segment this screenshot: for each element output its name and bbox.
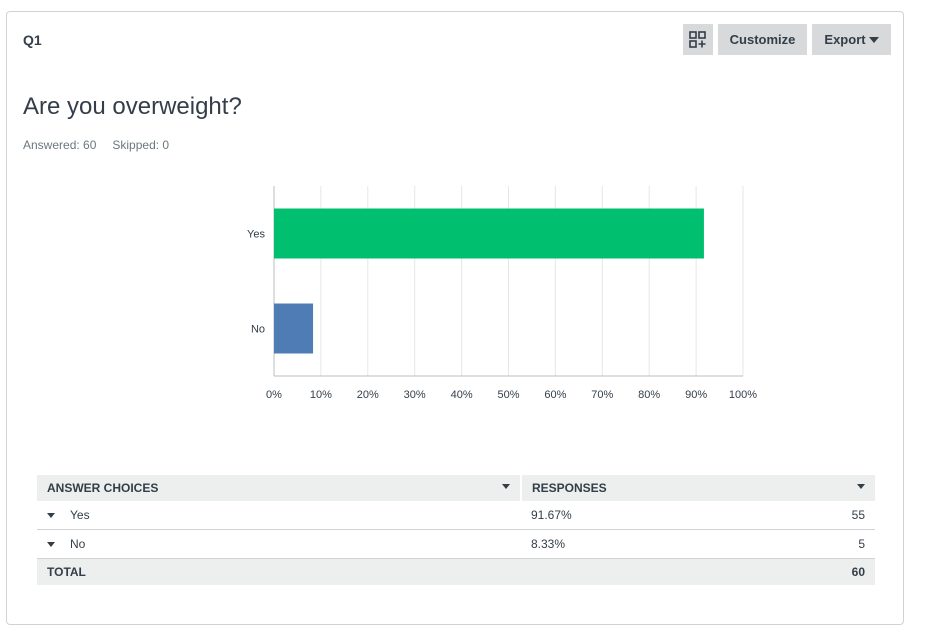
caret-down-icon <box>868 36 879 43</box>
choices-header-label: ANSWER CHOICES <box>47 481 159 495</box>
customize-button[interactable]: Customize <box>718 24 807 55</box>
x-tick-label: 60% <box>544 389 566 401</box>
x-tick-label: 20% <box>357 389 379 401</box>
responses-header-label: RESPONSES <box>532 481 607 495</box>
bar-yes <box>274 208 704 259</box>
expand-row-icon[interactable] <box>47 513 55 519</box>
question-number: Q1 <box>23 32 42 48</box>
layout-button[interactable] <box>683 24 713 55</box>
total-row: TOTAL 60 <box>37 558 875 585</box>
toolbar: Customize Export <box>683 24 891 55</box>
x-tick-label: 10% <box>310 389 332 401</box>
x-tick-label: 90% <box>685 389 707 401</box>
total-count: 60 <box>749 558 875 585</box>
responses-column-header[interactable]: RESPONSES <box>521 475 875 501</box>
response-percent: 91.67% <box>521 501 750 530</box>
export-button[interactable]: Export <box>812 24 891 55</box>
question-card: Q1 Customize Export Are you overweight? … <box>6 11 904 625</box>
sort-choices-icon[interactable] <box>502 484 510 489</box>
bar-chart: 0% 10% 20% 30% 40% 50% 60% 70% 80% 90% 100% Yes No <box>247 186 757 401</box>
answer-choice: Yes <box>70 508 90 522</box>
x-tick-label: 100% <box>729 389 757 401</box>
x-tick-label: 80% <box>638 389 660 401</box>
response-stats: Answered: 60 Skipped: 0 <box>23 138 169 152</box>
response-count: 55 <box>749 501 875 530</box>
export-label: Export <box>824 32 866 47</box>
y-category-label: No <box>251 324 265 336</box>
responses-table: ANSWER CHOICES RESPONSES Yes 91.67% 55 N… <box>37 475 875 585</box>
sort-responses-icon[interactable] <box>857 484 865 489</box>
x-tick-label: 40% <box>451 389 473 401</box>
choices-column-header[interactable]: ANSWER CHOICES <box>37 475 522 501</box>
table-row: No 8.33% 5 <box>37 529 875 559</box>
x-tick-label: 30% <box>404 389 426 401</box>
answered-count: Answered: 60 <box>23 138 97 152</box>
response-percent: 8.33% <box>521 529 750 559</box>
table-row: Yes 91.67% 55 <box>37 501 875 530</box>
bar-no <box>274 303 314 354</box>
question-title: Are you overweight? <box>23 93 242 120</box>
answer-choice: No <box>70 537 86 551</box>
y-category-label: Yes <box>247 229 265 241</box>
response-count: 5 <box>749 529 875 559</box>
total-label: TOTAL <box>37 558 521 585</box>
x-tick-label: 50% <box>497 389 519 401</box>
x-tick-label: 70% <box>591 389 613 401</box>
x-tick-label: 0% <box>266 389 282 401</box>
skipped-count: Skipped: 0 <box>112 138 170 152</box>
grid-plus-icon <box>689 30 706 48</box>
expand-row-icon[interactable] <box>47 542 55 548</box>
